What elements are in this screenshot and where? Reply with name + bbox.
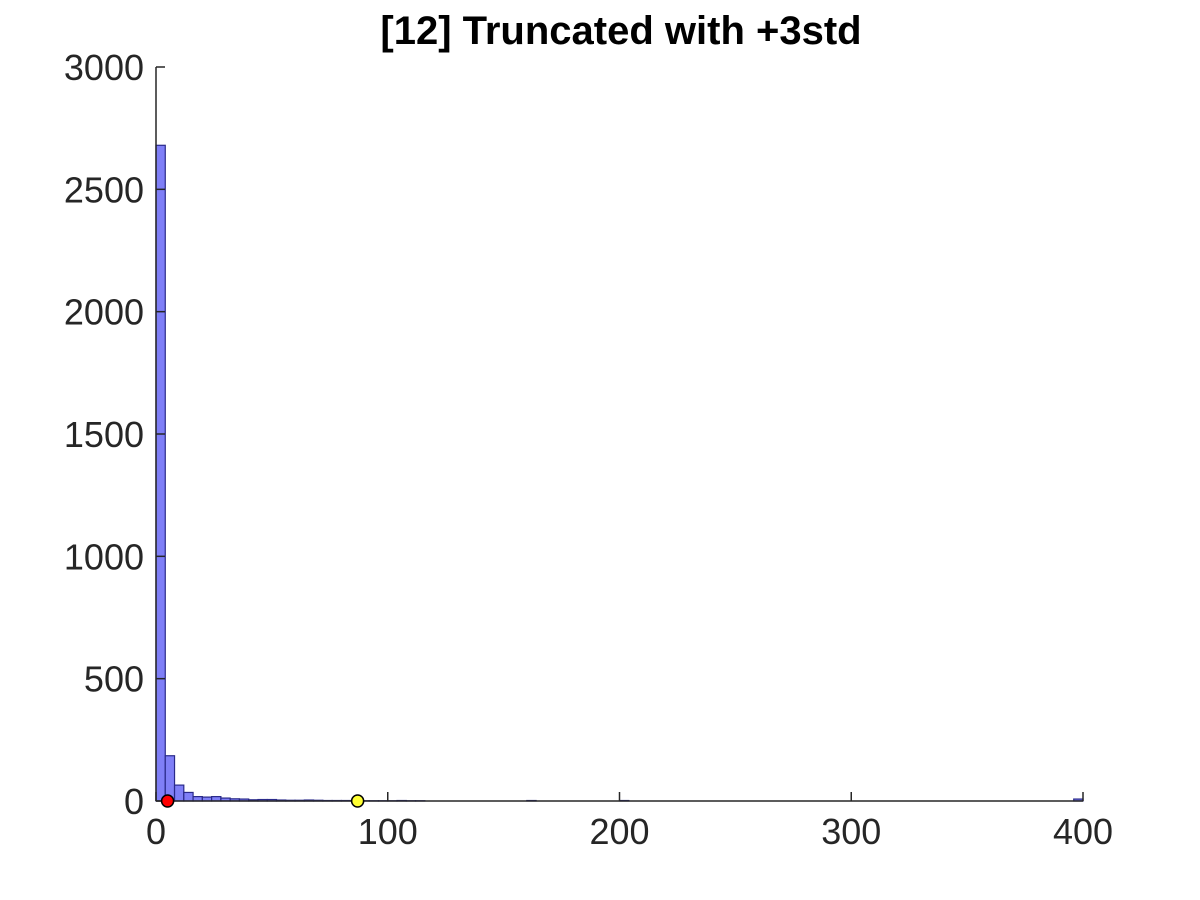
chart-title: [12] Truncated with +3std xyxy=(380,9,861,53)
marker-point xyxy=(160,794,175,808)
x-axis-ticks: 0 100 200 300 400 xyxy=(146,792,1113,852)
x-tick-label: 200 xyxy=(589,811,649,852)
y-tick-label: 1500 xyxy=(64,414,144,455)
x-tick-label: 400 xyxy=(1053,811,1113,852)
y-tick-label: 500 xyxy=(84,659,144,700)
histogram-bar xyxy=(164,755,176,802)
y-tick-label: 2500 xyxy=(64,169,144,210)
x-tick-label: 0 xyxy=(146,811,166,852)
histogram-bars xyxy=(155,144,1084,802)
y-tick-label: 2000 xyxy=(64,292,144,333)
y-axis-ticks: 0 500 1000 1500 2000 2500 3000 xyxy=(64,47,165,822)
x-tick-label: 300 xyxy=(821,811,881,852)
histogram-bar xyxy=(155,144,166,802)
y-tick-label: 1000 xyxy=(64,536,144,577)
histogram-bar xyxy=(173,784,185,802)
histogram-bar xyxy=(183,791,194,802)
y-tick-label: 3000 xyxy=(64,47,144,88)
axes xyxy=(155,67,1083,802)
markers xyxy=(160,794,365,808)
y-tick-label: 0 xyxy=(124,781,144,822)
x-tick-label: 100 xyxy=(358,811,418,852)
marker-point xyxy=(350,794,365,808)
